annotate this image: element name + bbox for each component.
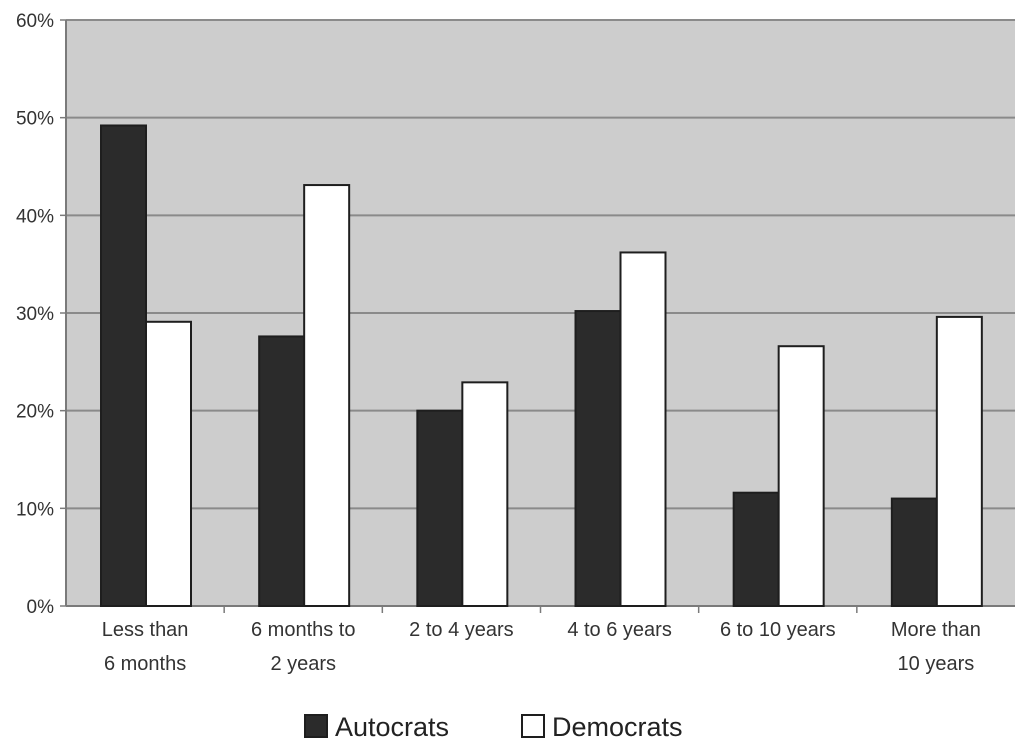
bar-democrats-2 [303, 184, 351, 607]
bar-democrats-4 [619, 251, 667, 608]
y-tick-label: 0% [27, 597, 55, 618]
legend-label-autocrats: Autocrats [335, 712, 449, 742]
bar-democrats-6 [935, 315, 983, 607]
y-tick-label: 30% [16, 304, 54, 325]
bar-autocrats-2 [258, 335, 306, 607]
x-category-label: 10 years [898, 653, 975, 675]
bar-democrats-1 [145, 320, 192, 607]
y-tick-label: 10% [16, 499, 54, 520]
x-category-label: 6 months to [251, 619, 356, 641]
x-category-label: 6 to 10 years [720, 619, 836, 641]
y-tick-label: 40% [16, 206, 54, 227]
legend-swatch-autocrats [304, 714, 328, 738]
y-tick-label: 50% [16, 109, 54, 130]
y-tick-label: 60% [16, 11, 54, 32]
x-category-label: 2 to 4 years [409, 619, 514, 641]
x-category-label: Less than [102, 619, 189, 641]
bar-autocrats-1 [100, 124, 147, 607]
x-category-label: More than [891, 619, 981, 641]
x-category-label: 6 months [104, 653, 186, 675]
bar-autocrats-3 [416, 409, 464, 607]
bar-democrats-5 [777, 345, 825, 607]
bar-autocrats-5 [732, 491, 780, 607]
bar-autocrats-6 [890, 497, 938, 608]
y-tick-label: 20% [16, 402, 54, 423]
legend-swatch-democrats [521, 714, 545, 738]
bar-autocrats-4 [574, 310, 622, 607]
bar-democrats-3 [461, 381, 509, 607]
x-category-label: 2 years [270, 653, 336, 675]
x-category-label: 4 to 6 years [567, 619, 672, 641]
legend-label-democrats: Democrats [552, 712, 683, 742]
